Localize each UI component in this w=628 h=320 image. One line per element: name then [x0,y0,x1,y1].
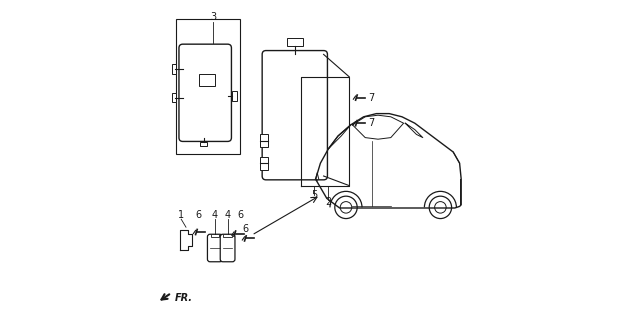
Bar [176,19,241,154]
Text: 4: 4 [225,210,230,220]
Bar [224,234,232,237]
Text: 5: 5 [311,190,317,200]
Text: 6: 6 [242,224,248,234]
Bar [287,38,303,46]
FancyBboxPatch shape [207,234,222,262]
Text: 1: 1 [178,210,184,220]
Text: 6: 6 [237,210,244,220]
Bar [259,134,268,147]
FancyBboxPatch shape [262,51,327,180]
Text: 6: 6 [195,210,201,220]
Bar [259,157,268,170]
Bar [232,91,237,101]
Bar [200,142,207,146]
FancyBboxPatch shape [179,44,232,141]
Text: FR.: FR. [175,292,193,303]
Text: 7: 7 [368,118,374,128]
Bar [171,93,176,102]
FancyBboxPatch shape [220,234,235,262]
Circle shape [340,202,352,213]
Bar [171,64,176,74]
Bar [210,234,219,237]
Text: 2: 2 [325,197,332,207]
Text: 4: 4 [212,210,218,220]
Text: 7: 7 [368,92,374,103]
Bar [199,74,215,86]
Circle shape [429,196,452,219]
Circle shape [335,196,357,219]
Circle shape [435,202,446,213]
Text: 3: 3 [210,12,216,22]
